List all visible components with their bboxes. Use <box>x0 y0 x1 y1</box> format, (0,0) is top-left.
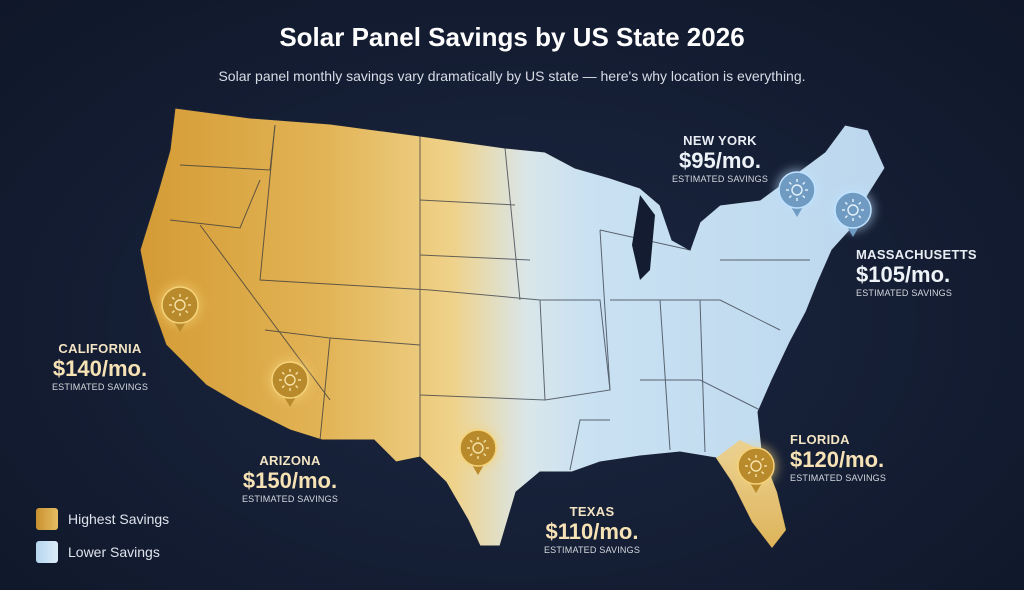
state-name: NEW YORK <box>683 133 757 148</box>
label-arizona: ARIZONA $150/mo. ESTIMATED SAVINGS <box>230 454 350 504</box>
state-value: $95/mo. <box>679 148 761 173</box>
state-note: ESTIMATED SAVINGS <box>856 288 953 298</box>
legend-swatch-high <box>36 508 58 530</box>
sun-icon <box>842 199 864 221</box>
page-subtitle: Solar panel monthly savings vary dramati… <box>218 68 806 84</box>
legend-item-low: Lower Savings <box>36 541 169 563</box>
lake-michigan <box>632 195 655 280</box>
label-california: CALIFORNIA $140/mo. ESTIMATED SAVINGS <box>40 342 160 392</box>
state-note: ESTIMATED SAVINGS <box>543 545 641 555</box>
state-note: ESTIMATED SAVINGS <box>790 473 887 483</box>
legend-item-high: Highest Savings <box>36 508 169 530</box>
state-note: ESTIMATED SAVINGS <box>51 382 149 392</box>
sun-icon <box>279 369 301 391</box>
florida-shape <box>716 440 786 548</box>
sun-icon <box>786 179 808 201</box>
state-value: $105/mo. <box>856 262 951 287</box>
state-note: ESTIMATED SAVINGS <box>671 174 769 184</box>
legend-label: Lower Savings <box>68 544 160 560</box>
state-note: ESTIMATED SAVINGS <box>241 494 339 504</box>
pin-arizona[interactable] <box>269 359 311 407</box>
state-value: $110/mo. <box>545 519 639 544</box>
state-name: ARIZONA <box>259 453 321 468</box>
state-name: MASSACHUSETTS <box>856 247 977 262</box>
pin-florida[interactable] <box>735 445 777 493</box>
page-title: Solar Panel Savings by US State 2026 <box>279 22 745 52</box>
pin-massachusetts[interactable] <box>832 189 874 237</box>
sun-icon <box>467 437 489 459</box>
legend: Highest Savings Lower Savings <box>36 508 169 574</box>
legend-label: Highest Savings <box>68 511 170 527</box>
state-name: CALIFORNIA <box>58 341 142 356</box>
pin-new-york[interactable] <box>776 169 818 217</box>
legend-swatch-low <box>36 541 58 563</box>
state-value: $120/mo. <box>790 447 885 472</box>
sun-icon <box>745 455 767 477</box>
state-name: FLORIDA <box>790 432 850 447</box>
label-florida: FLORIDA $120/mo. ESTIMATED SAVINGS <box>790 433 900 483</box>
pin-california[interactable] <box>159 284 201 332</box>
label-massachusetts: MASSACHUSETTS $105/mo. ESTIMATED SAVINGS <box>856 248 996 298</box>
state-name: TEXAS <box>569 504 615 519</box>
state-value: $140/mo. <box>52 356 148 381</box>
label-texas: TEXAS $110/mo. ESTIMATED SAVINGS <box>532 505 652 555</box>
sun-icon <box>169 294 191 316</box>
pin-texas[interactable] <box>457 427 499 475</box>
label-new-york: NEW YORK $95/mo. ESTIMATED SAVINGS <box>660 134 780 184</box>
state-value: $150/mo. <box>242 468 338 493</box>
